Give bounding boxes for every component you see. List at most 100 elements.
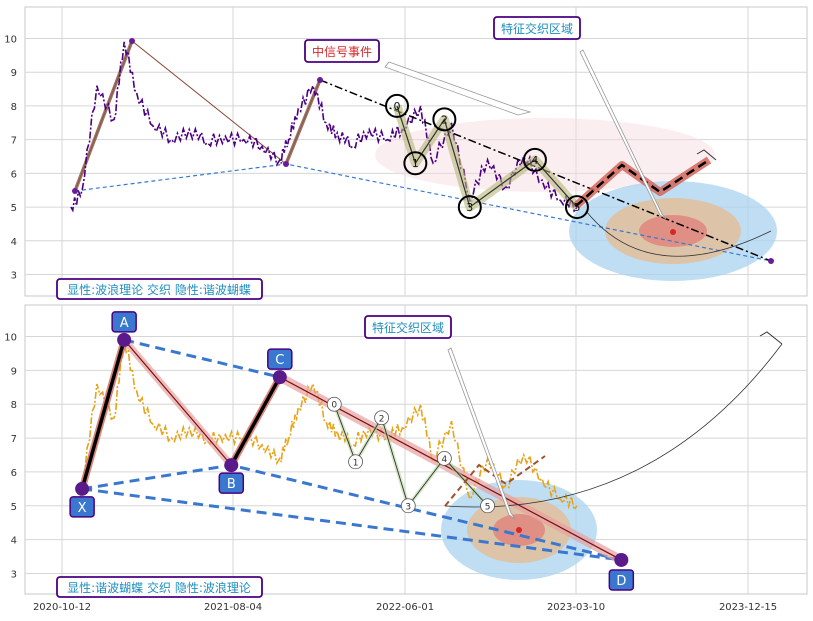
wave-count-circle — [326, 396, 342, 412]
zone-label: 特征交织区域 — [501, 21, 573, 36]
pivot-marker — [72, 188, 78, 194]
price-series — [70, 339, 578, 512]
pattern-label: X — [78, 501, 87, 516]
price-series — [70, 41, 578, 213]
arc-tip — [759, 331, 783, 345]
pivot-marker — [283, 161, 289, 167]
projection-tip — [696, 149, 717, 161]
x-axis: 2020-10-12 2021-08-04 2022-06-01 2023-03-10… — [33, 602, 777, 613]
y-tick-label: 7 — [11, 136, 17, 147]
pattern-point — [117, 332, 132, 347]
wave-count-label: 0 — [331, 401, 337, 411]
y-tick-label: 5 — [11, 203, 17, 214]
pattern-label: D — [616, 574, 626, 589]
y-tick-label: 10 — [4, 333, 17, 344]
zone-center — [516, 527, 522, 533]
y-tick-label: 4 — [11, 536, 17, 547]
y-tick-label: 3 — [11, 570, 17, 581]
pattern-point — [224, 458, 239, 473]
wave-count-circle — [432, 107, 457, 132]
x-tick-label: 2021-08-04 — [204, 602, 262, 613]
arrow-signal — [384, 61, 532, 116]
pattern-label: C — [275, 353, 284, 368]
pattern-label-box — [608, 569, 635, 591]
wave-count-circle — [480, 498, 495, 514]
zone-label-box — [364, 315, 452, 339]
wave-count-label: 1 — [353, 458, 359, 468]
y-tick-label: 9 — [11, 366, 17, 377]
pattern-label-box — [111, 311, 137, 333]
wave-count-circle — [522, 147, 547, 172]
pattern-label: A — [120, 316, 129, 331]
wave-count-label: 5 — [573, 201, 580, 214]
pattern-point — [614, 552, 629, 567]
wave-count-circle — [374, 410, 390, 426]
xd-line — [81, 487, 622, 562]
pattern-label: B — [227, 477, 236, 492]
y-tick-label: 4 — [11, 237, 17, 248]
arrow-zone — [579, 49, 667, 220]
wave-count-label: 5 — [485, 502, 491, 512]
caption-text: 显性:波浪理论 交织 隐性:谐波蝴蝶 — [67, 282, 251, 297]
wave-count-label: 3 — [405, 502, 411, 512]
signal-label: 中信号事件 — [312, 44, 372, 59]
y-tick-label: 6 — [11, 169, 17, 180]
wave-path — [333, 404, 488, 507]
wave-count-circle — [564, 195, 589, 220]
wave-count-circle — [403, 151, 428, 176]
wave-count-circle — [385, 93, 410, 118]
wave-count-circle — [457, 195, 482, 220]
leg-bc — [229, 376, 282, 467]
wave-count-circle — [436, 450, 452, 466]
harmonic-leg-xa — [73, 40, 134, 192]
zone-label-box — [493, 16, 581, 40]
wave-count-label: 3 — [466, 201, 473, 214]
pivot-marker — [768, 258, 774, 264]
pattern-point — [272, 370, 287, 385]
pivot-marker — [129, 38, 135, 44]
pattern-label-box — [218, 472, 245, 494]
caption-box — [56, 576, 263, 598]
wave-count-label: 0 — [394, 100, 401, 113]
wave-count-label: 2 — [441, 113, 448, 126]
y-tick-label: 10 — [4, 35, 17, 46]
caption-text: 显性:谐波蝴蝶 交织 隐性:波浪理论 — [67, 580, 251, 595]
wave-count-circle — [348, 454, 363, 470]
arc-curve — [444, 343, 783, 508]
projection-path — [444, 455, 546, 507]
caption-box — [56, 278, 263, 300]
x-tick-label: 2022-06-01 — [376, 602, 434, 613]
wave-count-label: 2 — [379, 414, 385, 424]
ac-line — [123, 338, 281, 379]
y-tick-label: 3 — [11, 271, 17, 282]
zone-label: 特征交织区域 — [372, 320, 444, 335]
zone-center — [670, 229, 676, 235]
wave-count-label: 1 — [412, 157, 419, 170]
x-tick-label: 2020-10-12 — [33, 602, 91, 613]
y-tick-label: 9 — [11, 68, 17, 79]
y-tick-label: 8 — [11, 400, 17, 411]
wave-count-label: 4 — [441, 455, 447, 465]
y-tick-label: 8 — [11, 102, 17, 113]
pivot-marker — [317, 77, 323, 83]
y-tick-label: 5 — [11, 502, 17, 513]
signal-label-box — [304, 39, 380, 63]
pattern-point — [75, 481, 90, 496]
wave-count-label: 4 — [531, 154, 538, 167]
arc-curve — [585, 210, 772, 257]
leg-xa — [80, 339, 126, 490]
leg-ab — [123, 339, 232, 466]
projection-path — [575, 158, 710, 207]
y-tick-label: 7 — [11, 434, 17, 445]
wave-count-circle — [400, 498, 416, 514]
x-tick-label: 2023-03-10 — [547, 602, 605, 613]
arrow-zone — [447, 347, 516, 520]
x-tick-label: 2023-12-15 — [719, 602, 777, 613]
y-tick-label: 6 — [11, 468, 17, 479]
pattern-label-box — [267, 348, 293, 370]
pattern-label-box — [69, 496, 95, 518]
